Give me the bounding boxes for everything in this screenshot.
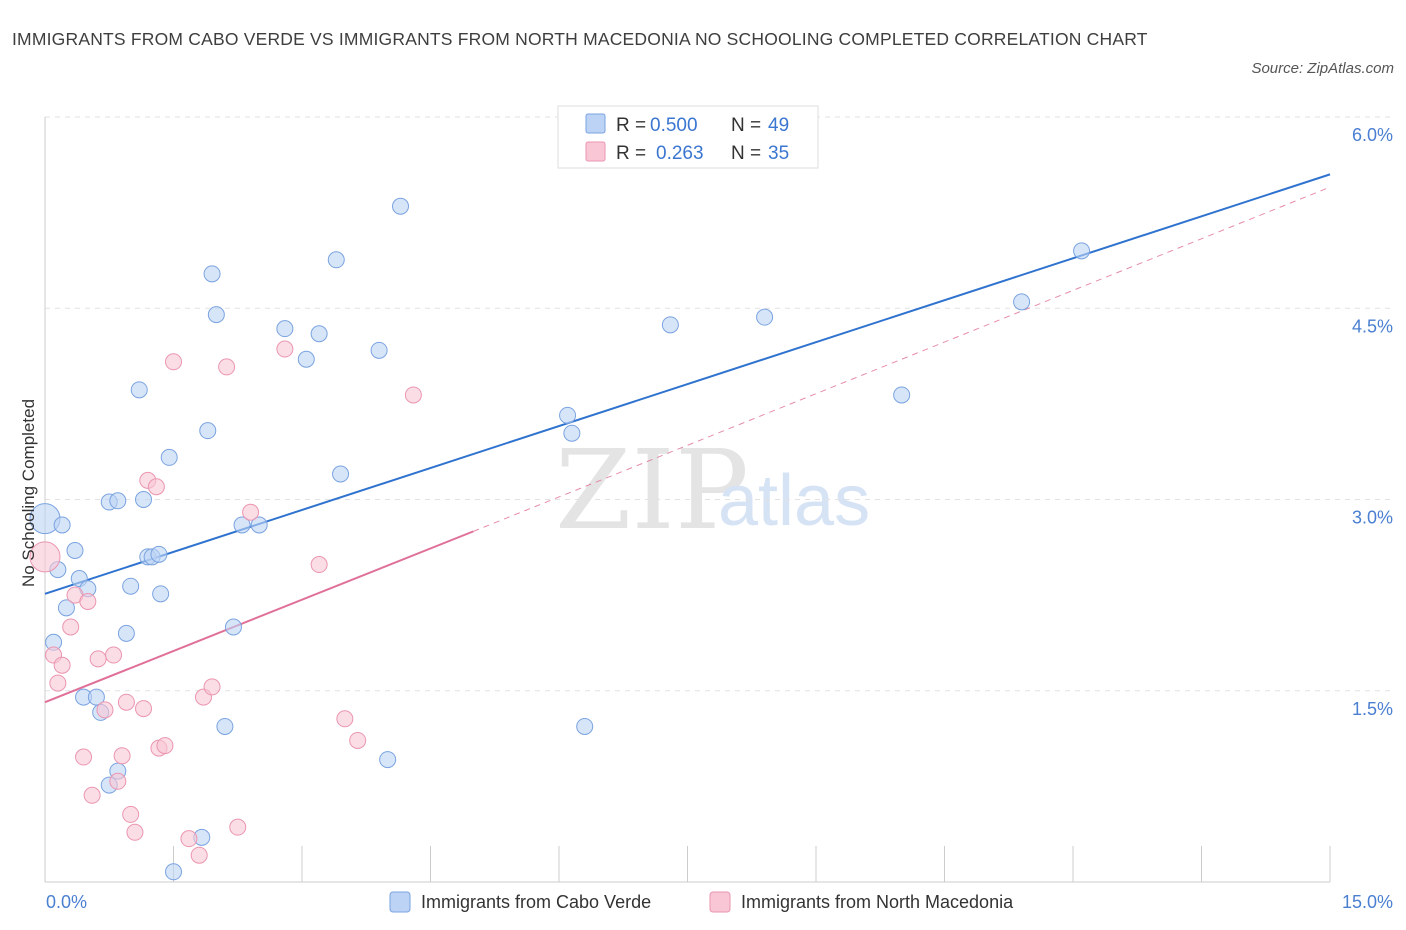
data-point-blue-36 bbox=[379, 751, 397, 769]
data-point-blue-27 bbox=[224, 618, 242, 636]
series-swatch-pink bbox=[709, 891, 731, 913]
data-point-blue-19 bbox=[150, 545, 168, 563]
data-point-blue-1 bbox=[53, 516, 71, 534]
data-point-pink-0 bbox=[29, 541, 61, 573]
data-point-pink-13 bbox=[113, 747, 131, 765]
data-point-blue-31 bbox=[297, 350, 315, 368]
data-point-blue-32 bbox=[310, 325, 328, 343]
series-label-blue: Immigrants from Cabo Verde bbox=[421, 892, 651, 912]
legend-r-label-pink: R = bbox=[616, 143, 646, 164]
data-point-pink-24 bbox=[190, 846, 208, 864]
data-point-pink-27 bbox=[218, 358, 236, 376]
data-point-pink-29 bbox=[242, 503, 260, 521]
data-point-pink-16 bbox=[126, 823, 144, 841]
data-point-blue-24 bbox=[203, 265, 221, 283]
data-point-blue-2 bbox=[66, 542, 84, 559]
data-point-blue-12 bbox=[109, 492, 127, 510]
data-point-pink-11 bbox=[105, 646, 123, 664]
data-point-pink-21 bbox=[156, 737, 174, 755]
data-point-pink-6 bbox=[75, 748, 93, 766]
source-label: Source: ZipAtlas.com bbox=[1251, 60, 1394, 77]
data-point-pink-31 bbox=[310, 556, 328, 574]
data-point-pink-10 bbox=[96, 701, 114, 719]
data-point-blue-22 bbox=[165, 863, 182, 881]
data-point-pink-30 bbox=[276, 340, 294, 358]
data-point-blue-14 bbox=[122, 577, 140, 595]
legend-r-value-pink: 0.263 bbox=[656, 143, 704, 164]
data-point-pink-14 bbox=[117, 693, 135, 711]
data-point-pink-3 bbox=[53, 656, 71, 674]
data-point-pink-2 bbox=[49, 674, 67, 692]
data-point-blue-33 bbox=[327, 251, 345, 269]
trendline-1 bbox=[44, 530, 474, 704]
data-point-pink-26 bbox=[203, 678, 221, 696]
watermark-atlas: atlas bbox=[718, 461, 870, 541]
legend-n-label-blue: N = bbox=[731, 115, 761, 136]
y-tick-label-3: 6.0% bbox=[1352, 125, 1393, 145]
data-point-pink-8 bbox=[83, 786, 101, 804]
data-point-pink-7 bbox=[79, 593, 97, 610]
data-point-blue-20 bbox=[152, 585, 170, 603]
legend-n-value-pink: 35 bbox=[768, 143, 789, 164]
data-point-blue-13 bbox=[117, 624, 135, 642]
data-point-blue-45 bbox=[1073, 242, 1091, 260]
data-points bbox=[29, 197, 1091, 881]
data-point-blue-44 bbox=[1013, 293, 1031, 311]
data-point-blue-6 bbox=[57, 599, 75, 617]
x-tick-label-min: 0.0% bbox=[46, 892, 87, 912]
data-point-blue-15 bbox=[130, 381, 148, 399]
data-point-blue-21 bbox=[160, 448, 178, 466]
y-tick-label-2: 4.5% bbox=[1352, 316, 1393, 336]
data-point-blue-35 bbox=[370, 341, 388, 359]
data-point-pink-22 bbox=[165, 353, 182, 371]
data-point-blue-37 bbox=[392, 197, 410, 215]
y-tick-label-1: 3.0% bbox=[1352, 508, 1393, 528]
data-point-blue-26 bbox=[216, 717, 234, 735]
data-point-pink-17 bbox=[135, 700, 153, 718]
stats-legend: R = 0.500 N = 49 R = 0.263 N = 35 bbox=[557, 105, 819, 169]
legend-swatch-blue bbox=[585, 113, 606, 134]
data-point-blue-43 bbox=[893, 386, 911, 404]
legend-n-value-blue: 49 bbox=[768, 115, 789, 136]
data-point-blue-23 bbox=[199, 422, 217, 440]
gridlines bbox=[45, 116, 1390, 692]
data-point-pink-23 bbox=[180, 830, 198, 848]
data-point-blue-25 bbox=[207, 306, 225, 324]
data-point-pink-12 bbox=[109, 772, 127, 790]
legend-swatch-pink bbox=[585, 141, 606, 162]
data-point-blue-41 bbox=[661, 316, 679, 334]
data-point-blue-39 bbox=[563, 424, 581, 442]
watermark-zip: ZIP bbox=[555, 426, 749, 554]
data-point-pink-19 bbox=[147, 478, 165, 496]
x-tick-label-max: 15.0% bbox=[1342, 892, 1393, 912]
data-point-blue-16 bbox=[135, 491, 153, 508]
legend-n-label-pink: N = bbox=[731, 143, 761, 164]
data-point-pink-32 bbox=[336, 710, 354, 728]
data-point-blue-30 bbox=[276, 320, 294, 338]
data-point-blue-40 bbox=[576, 717, 594, 735]
data-point-pink-34 bbox=[404, 386, 422, 404]
data-point-pink-33 bbox=[349, 731, 367, 749]
data-point-pink-9 bbox=[89, 650, 107, 668]
legend-r-label-blue: R = bbox=[616, 115, 646, 136]
y-tick-labels: 1.5% 3.0% 4.5% 6.0% bbox=[1352, 125, 1393, 719]
data-point-pink-4 bbox=[62, 618, 80, 636]
data-point-pink-15 bbox=[122, 805, 140, 823]
series-label-pink: Immigrants from North Macedonia bbox=[741, 892, 1014, 912]
series-swatch-blue bbox=[389, 891, 411, 913]
y-tick-label-0: 1.5% bbox=[1352, 699, 1393, 719]
data-point-blue-29 bbox=[250, 516, 268, 534]
data-point-blue-38 bbox=[559, 406, 577, 424]
data-point-blue-42 bbox=[756, 308, 774, 326]
data-point-blue-28 bbox=[233, 516, 251, 534]
y-axis-label: No Schooling Completed bbox=[19, 399, 38, 587]
legend-r-value-blue: 0.500 bbox=[650, 115, 698, 136]
data-point-pink-28 bbox=[229, 818, 247, 836]
data-point-blue-34 bbox=[332, 465, 350, 483]
chart-title: IMMIGRANTS FROM CABO VERDE VS IMMIGRANTS… bbox=[12, 29, 1148, 49]
series-legend: Immigrants from Cabo Verde Immigrants fr… bbox=[389, 891, 1014, 913]
